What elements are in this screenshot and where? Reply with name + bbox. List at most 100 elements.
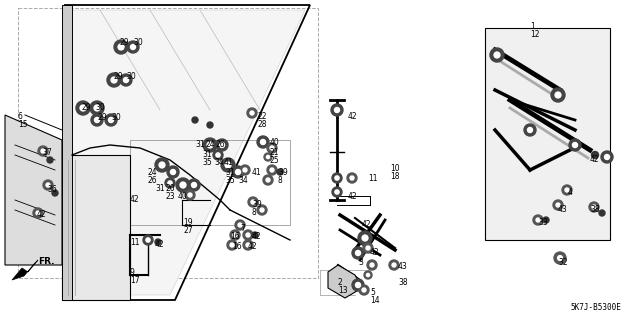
Circle shape (41, 149, 45, 153)
Circle shape (146, 238, 150, 242)
Circle shape (165, 178, 175, 188)
Circle shape (43, 180, 53, 190)
Text: 37: 37 (42, 148, 52, 157)
Circle shape (76, 101, 90, 115)
Circle shape (332, 187, 342, 197)
Text: 34: 34 (238, 176, 248, 185)
Text: 39: 39 (278, 168, 288, 177)
Circle shape (589, 202, 599, 212)
Circle shape (352, 279, 364, 291)
Circle shape (127, 41, 139, 53)
Circle shape (557, 256, 563, 260)
Circle shape (277, 169, 283, 175)
Circle shape (216, 139, 228, 151)
Text: 8: 8 (252, 208, 257, 217)
Circle shape (235, 220, 245, 230)
Text: 36: 36 (47, 185, 57, 194)
Circle shape (46, 183, 50, 187)
Circle shape (47, 157, 53, 163)
Circle shape (565, 188, 569, 192)
Circle shape (605, 155, 609, 160)
Circle shape (592, 205, 596, 209)
Text: 7: 7 (240, 224, 245, 233)
Circle shape (168, 181, 172, 185)
Text: 43: 43 (398, 262, 408, 271)
Circle shape (232, 166, 244, 178)
Circle shape (591, 151, 598, 158)
Text: 18: 18 (390, 172, 399, 181)
Text: 41: 41 (252, 168, 262, 177)
Text: 13: 13 (338, 286, 348, 295)
Circle shape (569, 139, 581, 151)
Text: 34: 34 (214, 158, 224, 167)
Circle shape (490, 48, 504, 62)
Circle shape (191, 182, 196, 188)
Polygon shape (70, 10, 305, 295)
Text: 24: 24 (205, 140, 214, 149)
Circle shape (52, 190, 58, 196)
Circle shape (120, 74, 132, 86)
Circle shape (114, 40, 128, 54)
Text: 19: 19 (183, 218, 193, 227)
Circle shape (266, 178, 270, 182)
Circle shape (246, 243, 250, 247)
Circle shape (236, 170, 241, 174)
Circle shape (192, 117, 198, 123)
Circle shape (207, 142, 213, 148)
Circle shape (203, 138, 217, 152)
Circle shape (180, 182, 186, 188)
Circle shape (335, 176, 339, 180)
Circle shape (238, 223, 242, 227)
Circle shape (533, 215, 543, 225)
Circle shape (553, 200, 563, 210)
Text: 42: 42 (248, 242, 258, 251)
Circle shape (143, 235, 153, 245)
Text: 43: 43 (558, 205, 568, 214)
Circle shape (252, 232, 258, 238)
Text: 29: 29 (120, 38, 130, 47)
Circle shape (260, 140, 266, 145)
Circle shape (33, 208, 43, 218)
Circle shape (155, 158, 169, 172)
Circle shape (167, 166, 179, 178)
Circle shape (36, 211, 40, 215)
Circle shape (355, 283, 360, 287)
Text: 1: 1 (530, 22, 535, 31)
Circle shape (247, 108, 257, 118)
Text: 16: 16 (230, 232, 239, 241)
Polygon shape (328, 265, 362, 298)
Text: 42: 42 (252, 232, 262, 241)
Circle shape (392, 263, 396, 267)
Circle shape (335, 108, 339, 113)
Circle shape (248, 197, 258, 207)
Circle shape (370, 263, 374, 267)
Text: 35: 35 (202, 158, 212, 167)
Circle shape (260, 208, 264, 212)
Circle shape (227, 240, 237, 250)
Circle shape (355, 251, 360, 255)
Circle shape (494, 52, 500, 58)
Circle shape (246, 233, 250, 237)
Text: 16: 16 (232, 242, 242, 251)
Circle shape (91, 114, 103, 126)
Circle shape (352, 247, 364, 259)
Text: 39: 39 (252, 200, 262, 209)
Text: 35: 35 (225, 176, 235, 185)
Circle shape (107, 73, 121, 87)
Text: 40: 40 (178, 192, 188, 201)
Text: 23: 23 (165, 192, 175, 201)
Polygon shape (62, 155, 130, 300)
Circle shape (155, 239, 161, 245)
Text: 42: 42 (37, 210, 47, 219)
Text: 12: 12 (530, 30, 540, 39)
Text: 42: 42 (362, 220, 372, 229)
Circle shape (599, 210, 605, 216)
Circle shape (170, 170, 175, 174)
Text: 38: 38 (398, 278, 408, 287)
Text: 24: 24 (148, 168, 157, 177)
Text: 27: 27 (183, 226, 193, 235)
Circle shape (131, 44, 136, 50)
Circle shape (543, 217, 549, 223)
Text: 42: 42 (348, 112, 358, 121)
Text: 38: 38 (590, 205, 600, 214)
